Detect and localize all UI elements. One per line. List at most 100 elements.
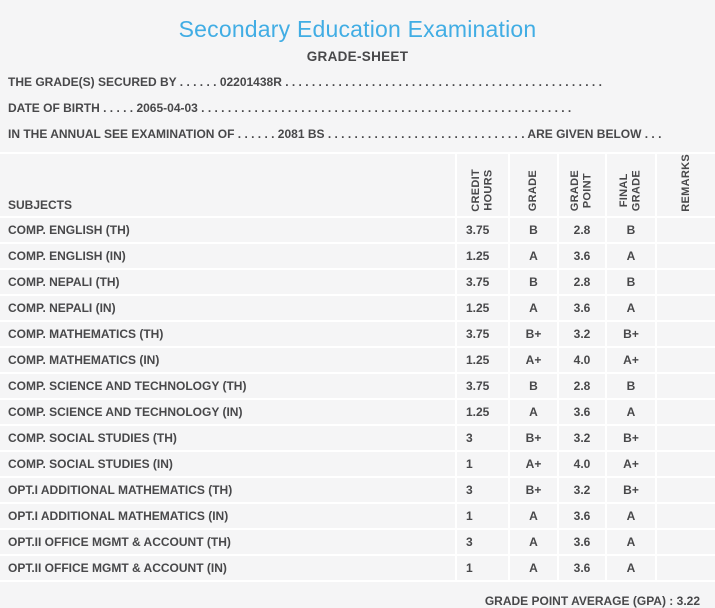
grade-cell: B+ (508, 477, 557, 504)
page-subtitle: GRADE-SHEET (306, 49, 409, 64)
grade-cell: A (508, 399, 557, 426)
credit-hours-cell: 1.25 (455, 295, 508, 322)
subject-cell: COMP. SOCIAL STUDIES (TH) (0, 426, 455, 452)
grade-point-cell: 3.2 (557, 477, 605, 504)
final-grade-cell: A (605, 243, 655, 270)
grade-cell: B+ (508, 425, 557, 452)
table-row: OPT.I ADDITIONAL MATHEMATICS (TH) 3 B+ 3.2 B… (0, 477, 715, 504)
grade-point-cell: 3.6 (557, 529, 605, 556)
table-row: COMP. NEPALI (TH) 3.75 B 2.8 B (0, 269, 715, 296)
table-row: COMP. NEPALI (IN) 1.25 A 3.6 A (0, 295, 715, 322)
grade-cell: A (508, 529, 557, 556)
remarks-cell (655, 399, 715, 426)
final-grade-cell: B (605, 217, 655, 244)
final-grade-header-label: FINAL GRADE (618, 170, 643, 212)
gpa-value: 3.22 (676, 593, 700, 608)
info-line-date-of-birth: DATE OF BIRTH . . . . . 2065-04-03 . . .… (0, 95, 715, 121)
subject-cell: COMP. MATHEMATICS (TH) (0, 322, 455, 348)
table-row: OPT.II OFFICE MGMT & ACCOUNT (IN) 1 A 3.6 A (0, 555, 715, 582)
remarks-cell (655, 555, 715, 582)
column-header-remarks: REMARKS (655, 152, 715, 218)
info-line-secured-by: THE GRADE(S) SECURED BY . . . . . . 0220… (0, 69, 715, 95)
final-grade-cell: A+ (605, 451, 655, 478)
remarks-cell (655, 425, 715, 452)
credit-hours-cell: 1.25 (455, 399, 508, 426)
credit-hours-header-label: CREDIT HOURS (469, 168, 495, 212)
column-header-final-grade: FINAL GRADE (605, 152, 655, 218)
final-grade-cell: A (605, 555, 655, 582)
subject-cell: OPT.I ADDITIONAL MATHEMATICS (IN) (0, 504, 455, 530)
table-row: COMP. SCIENCE AND TECHNOLOGY (TH) 3.75 B 2.… (0, 373, 715, 400)
dotted-fill-are-given-below: . . . . . . . . . . . . . . . . . . . . … (324, 127, 662, 141)
gpa-summary: GRADE POINT AVERAGE (GPA) : 3.22 (0, 594, 715, 608)
remarks-cell (655, 295, 715, 322)
remarks-cell (655, 373, 715, 400)
subject-cell: COMP. SOCIAL STUDIES (IN) (0, 452, 455, 478)
date-of-birth-label: DATE OF BIRTH . . . . . (8, 101, 137, 115)
table-row: OPT.II OFFICE MGMT & ACCOUNT (TH) 3 A 3.6 A (0, 529, 715, 556)
grade-cell: A (508, 555, 557, 582)
date-of-birth-value: 2065-04-03 (136, 101, 198, 115)
subject-cell: OPT.I ADDITIONAL MATHEMATICS (TH) (0, 478, 455, 504)
grade-point-cell: 2.8 (557, 217, 605, 244)
grade-point-cell: 3.2 (557, 321, 605, 348)
grade-point-cell: 3.2 (557, 425, 605, 452)
student-info-block: THE GRADE(S) SECURED BY . . . . . . 0220… (0, 69, 715, 147)
table-row: COMP. MATHEMATICS (IN) 1.25 A+ 4.0 A+ (0, 347, 715, 374)
credit-hours-cell: 3.75 (455, 217, 508, 244)
grade-cell: A (508, 503, 557, 530)
final-grade-cell: B+ (605, 321, 655, 348)
grade-point-cell: 3.6 (557, 295, 605, 322)
final-grade-cell: B+ (605, 477, 655, 504)
grade-table-body: COMP. ENGLISH (TH) 3.75 B 2.8 B COMP. ENGLISH… (0, 217, 715, 582)
credit-hours-cell: 1 (455, 555, 508, 582)
grade-table-header: SUBJECTS CREDIT HOURS GRADE GRADE POINT … (0, 152, 715, 218)
credit-hours-cell: 1.25 (455, 243, 508, 270)
credit-hours-cell: 3 (455, 477, 508, 504)
grade-cell: B+ (508, 321, 557, 348)
credit-hours-cell: 3.75 (455, 269, 508, 296)
remarks-cell (655, 269, 715, 296)
table-row: COMP. ENGLISH (TH) 3.75 B 2.8 B (0, 217, 715, 244)
column-header-grade-point: GRADE POINT (557, 152, 605, 218)
final-grade-cell: B (605, 269, 655, 296)
gpa-label: GRADE POINT AVERAGE (GPA) : (484, 593, 677, 608)
subject-cell: COMP. NEPALI (TH) (0, 270, 455, 296)
final-grade-cell: A (605, 529, 655, 556)
table-row: COMP. ENGLISH (IN) 1.25 A 3.6 A (0, 243, 715, 270)
remarks-cell (655, 451, 715, 478)
symbol-number-value: 02201438R (219, 75, 282, 89)
grade-table: SUBJECTS CREDIT HOURS GRADE GRADE POINT … (0, 152, 715, 582)
grade-point-cell: 3.6 (557, 243, 605, 270)
grade-point-header-label: GRADE POINT (569, 170, 594, 212)
credit-hours-cell: 1.25 (455, 347, 508, 374)
remarks-cell (655, 321, 715, 348)
grade-point-cell: 3.6 (557, 555, 605, 582)
dotted-fill: . . . . . . . . . . . . . . . . . . . . … (281, 75, 602, 89)
subject-cell: OPT.II OFFICE MGMT & ACCOUNT (IN) (0, 556, 455, 582)
credit-hours-cell: 1 (455, 503, 508, 530)
final-grade-cell: A+ (605, 347, 655, 374)
subject-cell: COMP. ENGLISH (TH) (0, 218, 455, 244)
table-row: OPT.I ADDITIONAL MATHEMATICS (IN) 1 A 3.6 A (0, 503, 715, 530)
secured-by-label: THE GRADE(S) SECURED BY . . . . . . (8, 75, 220, 89)
credit-hours-cell: 3.75 (455, 373, 508, 400)
final-grade-cell: B+ (605, 425, 655, 452)
subject-cell: OPT.II OFFICE MGMT & ACCOUNT (TH) (0, 530, 455, 556)
subjects-header-label: SUBJECTS (8, 197, 73, 212)
page-title: Secondary Education Examination (178, 16, 537, 42)
info-line-exam-year: IN THE ANNUAL SEE EXAMINATION OF . . . .… (0, 121, 715, 147)
remarks-cell (655, 503, 715, 530)
subject-cell: COMP. NEPALI (IN) (0, 296, 455, 322)
grade-header-label: GRADE (527, 170, 540, 212)
grade-cell: A (508, 295, 557, 322)
credit-hours-cell: 3.75 (455, 321, 508, 348)
grade-point-cell: 2.8 (557, 269, 605, 296)
grade-cell: B (508, 373, 557, 400)
table-row: COMP. SOCIAL STUDIES (TH) 3 B+ 3.2 B+ (0, 425, 715, 452)
table-row: COMP. SCIENCE AND TECHNOLOGY (IN) 1.25 A 3.… (0, 399, 715, 426)
subject-cell: COMP. ENGLISH (IN) (0, 244, 455, 270)
grade-point-cell: 4.0 (557, 347, 605, 374)
final-grade-cell: B (605, 373, 655, 400)
remarks-cell (655, 217, 715, 244)
